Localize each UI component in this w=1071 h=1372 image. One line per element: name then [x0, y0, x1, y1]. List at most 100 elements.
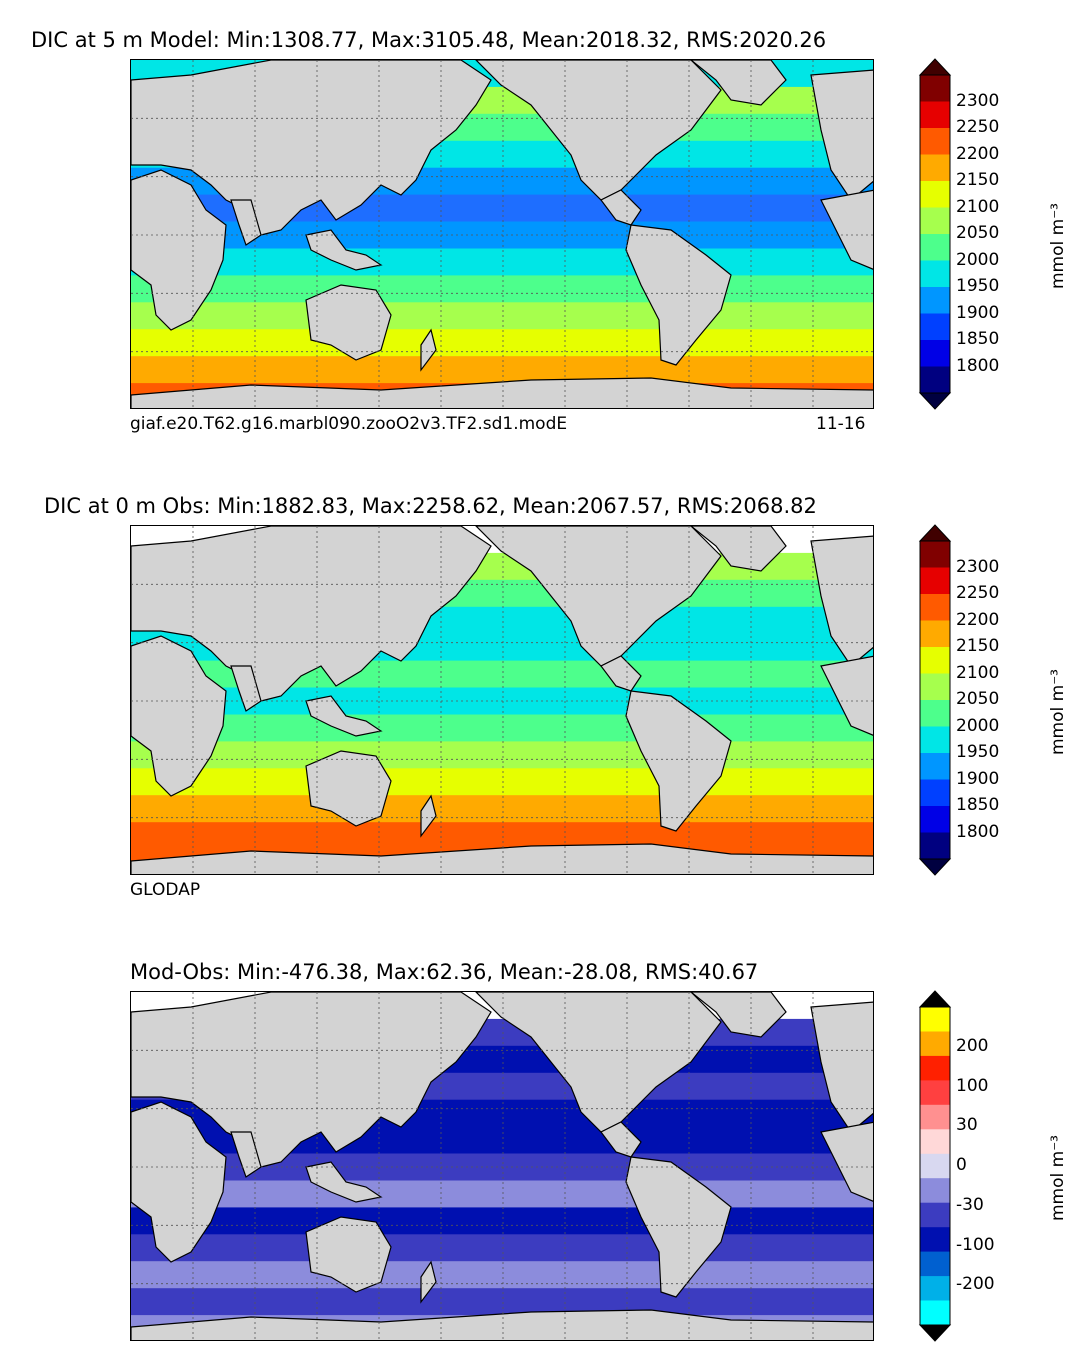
colorbar-unit-label: mmol m⁻³ — [1048, 669, 1068, 755]
land-mass — [600, 189, 642, 226]
land-mass — [305, 284, 392, 361]
land-mass — [230, 199, 262, 246]
colorbar-over-arrow — [918, 990, 952, 1008]
colorbar-segment — [920, 366, 950, 394]
land-mass — [131, 526, 492, 702]
ocean-band — [131, 714, 873, 743]
land-mass — [690, 526, 787, 572]
land-mass — [131, 377, 873, 408]
colorbar-tick-label: 1850 — [956, 329, 1000, 349]
colorbar-tick-label: 2150 — [956, 636, 1000, 656]
colorbar-segment — [920, 1276, 950, 1302]
colorbar-segment — [920, 1129, 950, 1155]
colorbar-tick-label: 2300 — [956, 90, 1000, 111]
land-mass — [131, 169, 227, 331]
land-mass — [420, 794, 437, 838]
land-mass — [420, 328, 437, 372]
land-mass — [305, 1161, 383, 1203]
panel-2-title: DIC at 0 m Obs: Min:1882.83, Max:2258.62… — [44, 494, 817, 518]
panel-2-map-canvas — [131, 526, 873, 874]
colorbar-tick-label: 1950 — [956, 742, 1000, 762]
panel-2-colorbar: 2300 2250 2200 2150 2100 2050 2000 1950 1900 1850… — [918, 524, 1068, 876]
colorbar-tick-label: 2300 — [956, 556, 1000, 577]
colorbar-tick-label: -200 — [956, 1274, 995, 1295]
panel-2-map — [130, 525, 874, 875]
land-mass — [131, 1101, 227, 1263]
panel-3-map-canvas — [131, 992, 873, 1340]
land-mass — [305, 229, 383, 271]
land-mass — [305, 1216, 392, 1293]
colorbar-tick-label: -100 — [956, 1234, 995, 1255]
land-mass — [131, 635, 227, 797]
colorbar-segment — [920, 700, 950, 727]
ocean-band — [131, 1180, 873, 1209]
colorbar-segment — [920, 340, 950, 367]
panel-3-colorbar: 200 100 30 0 -30 -100 -200 mmol m⁻³ — [918, 990, 1068, 1342]
panel-1-years: 11-16 — [816, 414, 866, 434]
land-mass — [131, 60, 492, 236]
colorbar-unit-label: mmol m⁻³ — [1048, 203, 1068, 289]
colorbar-segment — [920, 1202, 950, 1228]
land-mass — [820, 1121, 873, 1202]
colorbar-segment — [920, 313, 950, 341]
colorbar-tick-label: 2100 — [956, 662, 1000, 683]
colorbar-tick-label: 1900 — [956, 302, 1000, 323]
colorbar-segment — [920, 1153, 950, 1179]
land-mass — [600, 655, 642, 692]
ocean-band — [131, 741, 873, 770]
colorbar-segment — [920, 287, 950, 314]
colorbar-canvas — [918, 524, 952, 876]
ocean-band — [131, 356, 873, 385]
colorbar-segment — [920, 207, 950, 235]
panel-1-map-canvas — [131, 60, 873, 408]
colorbar-segment — [920, 567, 950, 595]
panel-3-map — [130, 991, 874, 1341]
ocean-band — [131, 329, 873, 358]
colorbar-canvas — [918, 58, 952, 410]
colorbar-tick-label: 0 — [956, 1155, 967, 1175]
colorbar-segment — [920, 1031, 950, 1057]
land-mass — [305, 695, 383, 737]
land-mass — [690, 992, 787, 1038]
colorbar-segment — [920, 806, 950, 833]
colorbar-tick-label: 200 — [956, 1035, 989, 1056]
land-mass — [131, 1309, 873, 1340]
colorbar-tick-label: 2100 — [956, 196, 1000, 217]
colorbar-tick-label: 1950 — [956, 276, 1000, 296]
colorbar-segment — [920, 1300, 950, 1326]
colorbar-segment — [920, 1104, 950, 1130]
land-mass — [820, 189, 873, 270]
land-mass — [820, 655, 873, 736]
colorbar-segment — [920, 620, 950, 648]
colorbar-unit-label: mmol m⁻³ — [1048, 1135, 1068, 1221]
ocean-band — [131, 822, 873, 851]
land-mass — [305, 750, 392, 827]
colorbar-segment — [920, 154, 950, 182]
colorbar-segment — [920, 673, 950, 701]
colorbar-tick-label: 100 — [956, 1075, 989, 1096]
ocean-band — [131, 275, 873, 304]
ocean-band — [131, 795, 873, 824]
panel-1-map — [130, 59, 874, 409]
panel-1-title: DIC at 5 m Model: Min:1308.77, Max:3105.… — [31, 28, 827, 52]
colorbar-segment — [920, 1080, 950, 1106]
colorbar-segment — [920, 101, 950, 129]
panel-1-run-name: giaf.e20.T62.g16.marbl090.zooO2v3.TF2.sd… — [130, 414, 568, 434]
ocean-band — [131, 248, 873, 277]
colorbar-segment — [920, 260, 950, 288]
ocean-band — [131, 1234, 873, 1263]
colorbar-tick-label: 2000 — [956, 715, 1000, 736]
colorbar-segment — [920, 541, 950, 568]
land-mass — [625, 690, 732, 832]
land-mass — [625, 224, 732, 366]
land-mass — [131, 843, 873, 874]
colorbar-tick-label: 2150 — [956, 170, 1000, 190]
colorbar-tick-label: 1850 — [956, 795, 1000, 815]
colorbar-segment — [920, 832, 950, 860]
colorbar-tick-label: 2050 — [956, 689, 1000, 709]
colorbar-canvas — [918, 990, 952, 1342]
colorbar-segment — [920, 1178, 950, 1204]
colorbar-over-arrow — [918, 524, 952, 542]
colorbar-tick-label: 1800 — [956, 355, 1000, 376]
colorbar-segment — [920, 647, 950, 674]
